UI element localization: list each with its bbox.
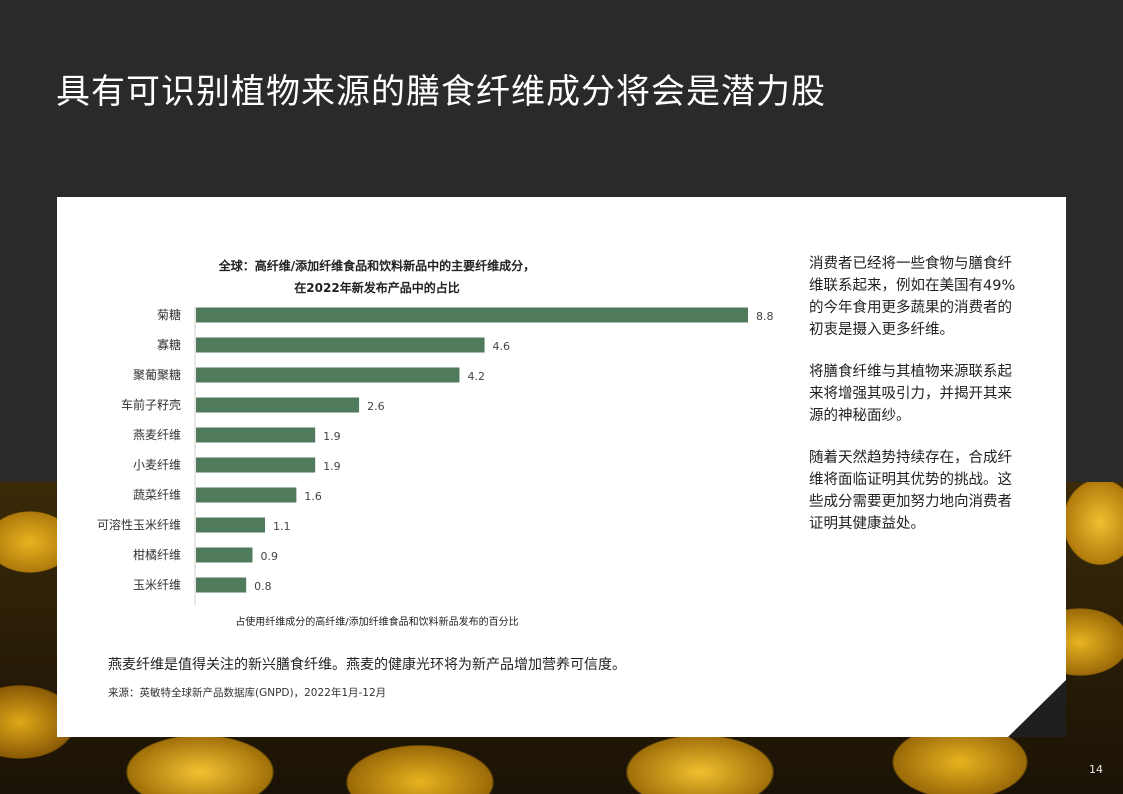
value-label: 4.2 (467, 370, 485, 383)
value-label: 1.9 (323, 460, 341, 473)
side-paragraph-1: 消费者已经将一些食物与膳食纤维联系起来，例如在美国有49%的今年食用更多蔬果的消… (809, 256, 1016, 338)
page-title: 具有可识别植物来源的膳食纤维成分将会是潜力股 (56, 72, 826, 112)
category-label: 玉米纤维 (133, 578, 181, 592)
value-label: 1.9 (323, 430, 341, 443)
content-card: 全球：高纤维/添加纤维食品和饮料新品中的主要纤维成分， 在2022年新发布产品中… (57, 197, 1066, 737)
chart-caption: 燕麦纤维是值得关注的新兴膳食纤维。燕麦的健康光环将为新产品增加营养可信度。 (108, 657, 626, 673)
value-label: 1.6 (304, 490, 322, 503)
bar (196, 427, 316, 443)
category-label: 菊糖 (157, 307, 181, 322)
bar (196, 577, 247, 593)
bar (196, 367, 460, 383)
bar-chart: 菊糖 8.8 寡糖 4.6 聚葡聚糖 4.2 车前子籽壳 2.6 燕麦纤维 1.9 小麦纤维 1.9 蔬… (97, 307, 774, 605)
bar (196, 337, 485, 353)
category-label: 可溶性玉米纤维 (97, 517, 181, 532)
value-label: 0.8 (254, 580, 272, 593)
side-paragraph-2: 将膳食纤维与其植物来源联系起来将增强其吸引力，并揭开其来源的神秘面纱。 (809, 364, 1012, 424)
value-label: 1.1 (273, 520, 291, 533)
category-label: 燕麦纤维 (133, 428, 181, 442)
category-label: 车前子籽壳 (121, 397, 181, 412)
bar (196, 307, 748, 323)
side-commentary: 消费者已经将一些食物与膳食纤维联系起来，例如在美国有49%的今年食用更多蔬果的消… (809, 253, 1024, 555)
chart-title-line2: 在2022年新发布产品中的占比 (294, 281, 460, 295)
chart-title-line1: 全球：高纤维/添加纤维食品和饮料新品中的主要纤维成分， (218, 259, 536, 273)
category-label: 柑橘纤维 (133, 547, 181, 562)
value-label: 2.6 (367, 400, 385, 413)
bar (196, 517, 265, 533)
category-label: 寡糖 (157, 337, 181, 352)
bar (196, 547, 253, 563)
value-label: 0.9 (260, 550, 278, 563)
category-label: 小麦纤维 (133, 458, 181, 472)
x-axis-label: 占使用纤维成分的高纤维/添加纤维食品和饮料新品发布的百分比 (235, 617, 519, 628)
bar (196, 457, 316, 473)
side-paragraph-3: 随着天然趋势持续存在，合成纤维将面临证明其优势的挑战。这些成分需要更加努力地向消… (809, 450, 1012, 532)
value-label: 8.8 (756, 310, 774, 323)
bar (196, 487, 297, 503)
corner-decoration (1008, 680, 1066, 737)
page-number: 14 (1089, 763, 1103, 776)
category-label: 聚葡聚糖 (133, 367, 181, 382)
bar (196, 397, 360, 413)
value-label: 4.6 (493, 340, 511, 353)
source-note: 来源：英敏特全球新产品数据库(GNPD)，2022年1月-12月 (108, 687, 387, 699)
category-label: 蔬菜纤维 (133, 488, 181, 502)
